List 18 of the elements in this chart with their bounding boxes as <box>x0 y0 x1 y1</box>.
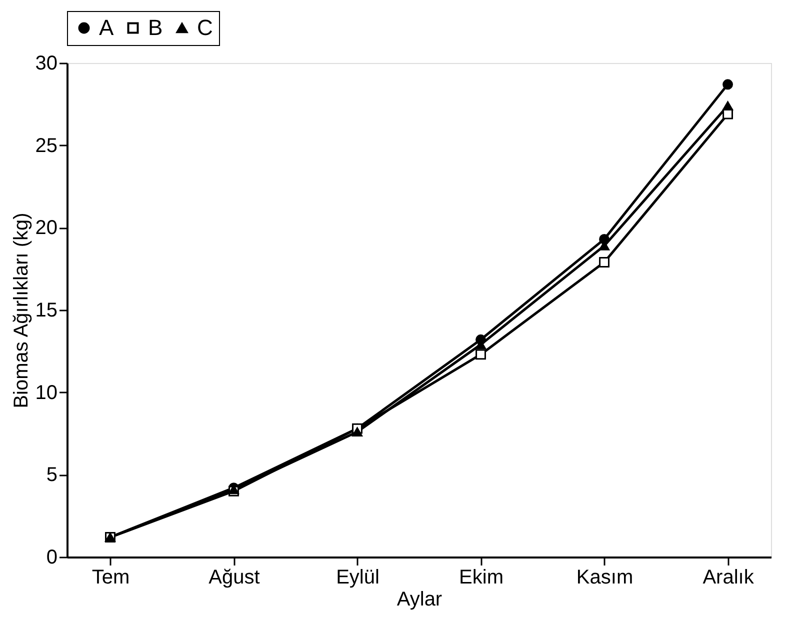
legend-label: C <box>197 15 213 40</box>
x-tick-label: Ekim <box>459 566 504 588</box>
y-tick-label: 5 <box>46 464 58 486</box>
x-tick-label: Kasım <box>576 566 634 588</box>
x-tick-label: Aralık <box>702 566 755 588</box>
x-tick-label: Tem <box>92 566 130 588</box>
legend-label: B <box>148 15 163 40</box>
y-tick-label: 30 <box>35 52 58 74</box>
y-tick-label: 15 <box>35 300 58 322</box>
y-axis-title: Biomas Ağırlıkları (kg) <box>10 212 32 408</box>
x-tick-label: Ağust <box>208 566 260 588</box>
legend-label: A <box>99 15 114 40</box>
y-tick-label: 25 <box>35 134 58 157</box>
x-tick-label: Eylül <box>336 566 380 588</box>
y-tick-label: 20 <box>35 217 58 240</box>
x-axis-title: Aylar <box>396 588 442 610</box>
y-tick-label: 10 <box>35 382 58 404</box>
y-tick-label: 0 <box>46 546 58 568</box>
